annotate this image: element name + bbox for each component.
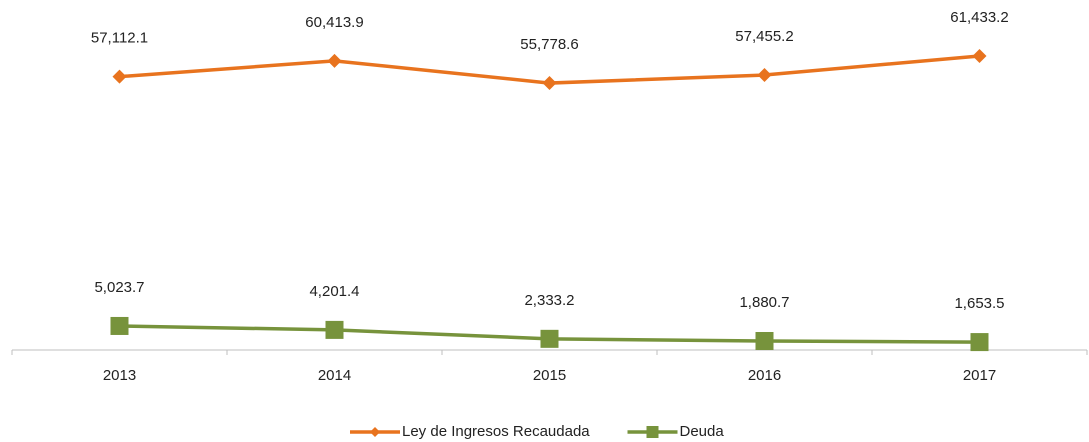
x-tick-label: 2016	[748, 367, 781, 384]
x-tick-label: 2015	[533, 367, 566, 384]
data-label: 1,880.7	[739, 294, 789, 311]
legend-label: Deuda	[680, 423, 725, 440]
data-label: 57,112.1	[91, 30, 148, 47]
data-label: 60,413.9	[305, 14, 363, 31]
data-label: 55,778.6	[520, 36, 578, 53]
point-marker	[540, 329, 559, 348]
data-label: 4,201.4	[309, 283, 359, 300]
legend-marker	[646, 426, 659, 438]
data-label: 57,455.2	[735, 28, 793, 45]
point-marker	[972, 48, 987, 63]
point-marker	[327, 53, 342, 68]
point-marker	[757, 68, 772, 83]
legend-marker	[370, 427, 380, 437]
data-label: 2,333.2	[524, 292, 574, 309]
point-marker	[542, 76, 557, 91]
data-label: 5,023.7	[94, 279, 144, 296]
data-label: 1,653.5	[954, 295, 1004, 312]
point-marker	[970, 333, 989, 352]
point-marker	[112, 69, 127, 84]
x-tick-label: 2013	[103, 367, 136, 384]
data-label: 61,433.2	[950, 9, 1008, 26]
x-tick-label: 2014	[318, 367, 351, 384]
point-marker	[755, 331, 774, 350]
legend-label: Ley de Ingresos Recaudada	[402, 423, 590, 440]
point-marker	[110, 316, 129, 335]
x-tick-label: 2017	[963, 367, 996, 384]
point-marker	[325, 320, 344, 339]
